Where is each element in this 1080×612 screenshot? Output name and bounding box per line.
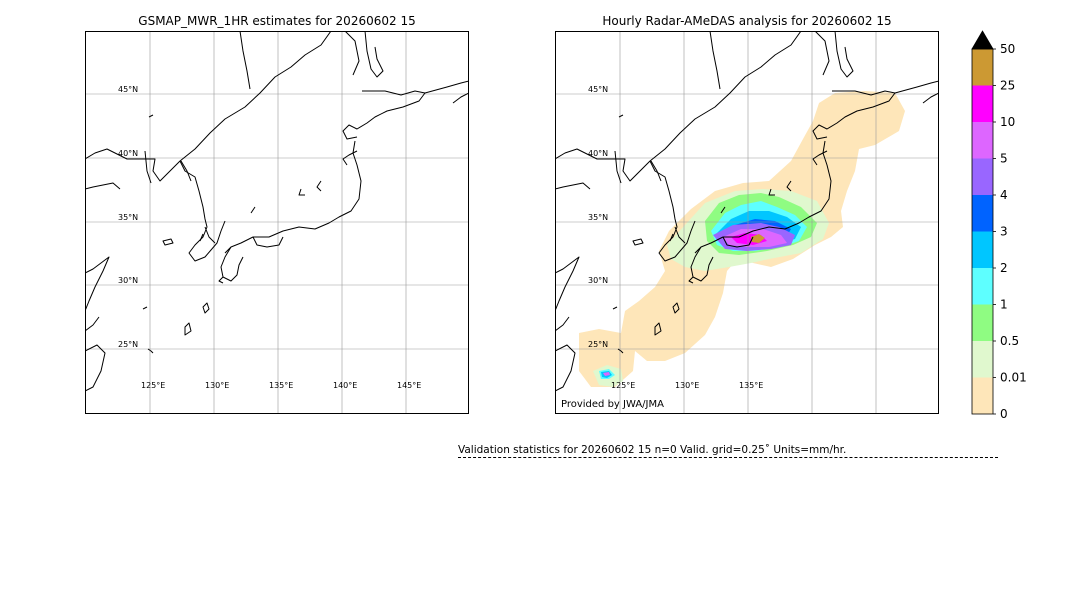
map-frame — [555, 31, 939, 414]
left-panel-title: GSMAP_MWR_1HR estimates for 20260602 15 — [138, 14, 416, 28]
longitude-labels: 125°E 130°E 135°E — [611, 381, 763, 390]
latitude-labels: 45°N 40°N 35°N 30°N 25°N — [588, 85, 608, 349]
colorbar-label: 0 — [1000, 407, 1008, 421]
colorbar-segment — [972, 304, 993, 341]
colorbar-segment — [972, 377, 993, 414]
lat-label: 30°N — [588, 276, 608, 285]
map-frame — [85, 31, 469, 414]
lat-label: 35°N — [588, 213, 608, 222]
colorbar-segment — [972, 195, 993, 232]
longitude-labels: 125°E 130°E 135°E 140°E 145°E — [141, 381, 421, 390]
colorbar-segment — [972, 158, 993, 195]
colorbar-segment — [972, 49, 993, 86]
lon-label: 135°E — [739, 381, 763, 390]
colorbar-label: 3 — [1000, 225, 1008, 239]
precipitation-colorbar: 0 0.01 0.5 1 2 3 4 5 10 25 50 — [971, 30, 1027, 421]
lon-label: 140°E — [333, 381, 357, 390]
map-gridlines — [85, 31, 469, 414]
colorbar-label: 5 — [1000, 152, 1008, 166]
coastlines — [555, 31, 939, 392]
colorbar-segment — [972, 231, 993, 268]
lat-label: 40°N — [588, 149, 608, 158]
lat-label: 30°N — [118, 276, 138, 285]
lat-label: 25°N — [118, 340, 138, 349]
lon-label: 125°E — [611, 381, 635, 390]
precip-band-10-south — [603, 372, 610, 376]
colorbar-label: 25 — [1000, 79, 1015, 93]
right-panel-title: Hourly Radar-AMeDAS analysis for 2026060… — [602, 14, 892, 28]
precipitation-field — [579, 91, 905, 387]
colorbar-extend-arrow — [971, 30, 994, 50]
colorbar-segment — [972, 341, 993, 378]
lon-label: 130°E — [205, 381, 229, 390]
colorbar-label: 0.5 — [1000, 334, 1019, 348]
colorbar-segment — [972, 122, 993, 159]
lat-label: 40°N — [118, 149, 138, 158]
colorbar-labels: 0 0.01 0.5 1 2 3 4 5 10 25 50 — [993, 42, 1027, 421]
colorbar-segment — [972, 268, 993, 305]
data-credit: Provided by JWA/JMA — [561, 399, 664, 410]
coastlines — [85, 31, 469, 392]
lat-label: 45°N — [588, 85, 608, 94]
lat-label: 35°N — [118, 213, 138, 222]
precip-band-50 — [751, 234, 765, 243]
lon-label: 135°E — [269, 381, 293, 390]
latitude-labels: 45°N 40°N 35°N 30°N 25°N — [118, 85, 138, 349]
lon-label: 145°E — [397, 381, 421, 390]
colorbar-label: 2 — [1000, 261, 1008, 275]
colorbar-label: 4 — [1000, 188, 1008, 202]
lat-label: 45°N — [118, 85, 138, 94]
lon-label: 130°E — [675, 381, 699, 390]
colorbar-label: 10 — [1000, 115, 1015, 129]
radar-amedas-map: 45°N 40°N 35°N 30°N 25°N 125°E 130°E 135… — [555, 31, 939, 414]
validation-statistics: Validation statistics for 20260602 15 n=… — [458, 444, 998, 458]
colorbar-segment — [972, 85, 993, 122]
colorbar-label: 0.01 — [1000, 371, 1027, 385]
colorbar-label: 50 — [1000, 42, 1015, 56]
gsmap-map: 45°N 40°N 35°N 30°N 25°N 125°E 130°E 135… — [85, 31, 469, 414]
lon-label: 125°E — [141, 381, 165, 390]
colorbar-label: 1 — [1000, 298, 1008, 312]
colorbar-segments — [972, 49, 993, 414]
lat-label: 25°N — [588, 340, 608, 349]
